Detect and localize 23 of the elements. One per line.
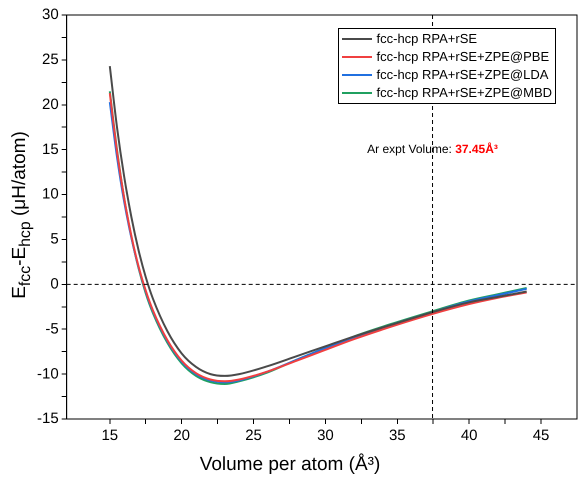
x-tick-label: 30 (317, 427, 334, 444)
y-tick-label: 25 (42, 51, 59, 68)
annotation: Ar expt Volume: 37.45Å³ (367, 142, 498, 156)
y-tick-label: 5 (50, 230, 59, 248)
x-tick-label: 35 (388, 427, 406, 444)
y-tick-label: 30 (42, 6, 59, 24)
x-tick-label: 40 (460, 427, 478, 444)
x-tick-label: 15 (101, 427, 118, 444)
x-tick-label: 20 (173, 427, 190, 444)
y-tick-label: -5 (45, 320, 59, 338)
y-tick-label: 10 (42, 186, 59, 203)
x-axis-title: Volume per atom (Å³) (198, 454, 382, 476)
legend-label: fcc-hcp RPA+rSE+ZPE@MBD (376, 84, 552, 102)
legend-label: fcc-hcp RPA+rSE+ZPE@PBE (376, 48, 550, 66)
y-tick-label: -10 (36, 365, 59, 382)
legend-label: fcc-hcp RPA+rSE+ZPE@LDA (376, 66, 548, 84)
y-tick-label: 0 (50, 275, 59, 292)
y-tick-label: 15 (42, 140, 59, 158)
y-tick-label: -15 (36, 410, 59, 428)
x-tick-label: 25 (245, 427, 262, 444)
legend-label: fcc-hcp RPA+rSE (376, 30, 478, 48)
y-tick-label: 20 (42, 96, 59, 113)
x-tick-label: 45 (532, 427, 550, 444)
